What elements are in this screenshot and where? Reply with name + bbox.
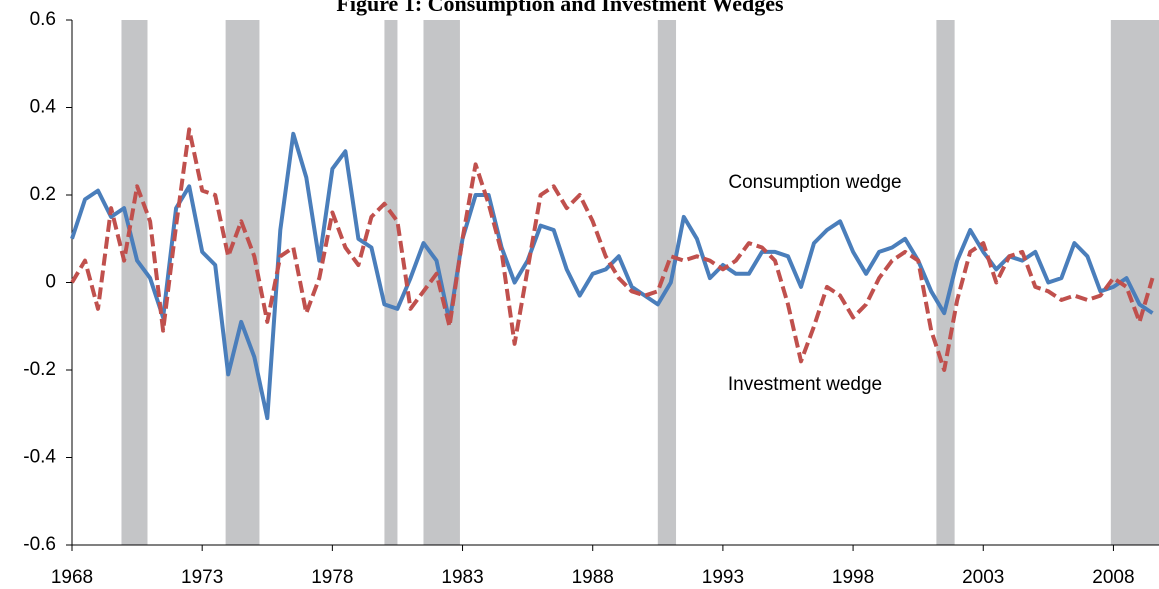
x-tick-label: 1968 bbox=[51, 567, 93, 588]
x-tick-label: 1998 bbox=[832, 567, 874, 588]
recession-band bbox=[225, 20, 260, 545]
recession-band bbox=[384, 20, 398, 545]
y-tick-label: -0.4 bbox=[23, 447, 56, 468]
recession-band bbox=[121, 20, 148, 545]
series-line bbox=[70, 127, 1155, 372]
x-tick-label: 1993 bbox=[702, 567, 744, 588]
annotation: Consumption wedge bbox=[728, 172, 901, 193]
y-tick-label: 0 bbox=[45, 272, 56, 293]
x-tick-label: 1988 bbox=[572, 567, 614, 588]
y-tick-label: -0.2 bbox=[23, 359, 56, 380]
chart-title: Figure 1: Consumption and Investment Wed… bbox=[336, 0, 784, 16]
x-tick-label: 1973 bbox=[181, 567, 223, 588]
x-tick-label: 1978 bbox=[311, 567, 353, 588]
y-tick-label: 0.2 bbox=[30, 184, 56, 205]
y-tick-label: -0.6 bbox=[23, 534, 56, 555]
y-tick-label: 0.6 bbox=[30, 9, 56, 30]
y-tick-label: 0.4 bbox=[30, 97, 57, 118]
series-line bbox=[70, 131, 1154, 421]
x-tick-label: 2008 bbox=[1092, 567, 1134, 588]
annotation: Investment wedge bbox=[728, 374, 882, 395]
x-tick-label: 1983 bbox=[441, 567, 483, 588]
recession-band bbox=[657, 20, 677, 545]
x-tick-label: 2003 bbox=[962, 567, 1004, 588]
recession-band bbox=[936, 20, 955, 545]
